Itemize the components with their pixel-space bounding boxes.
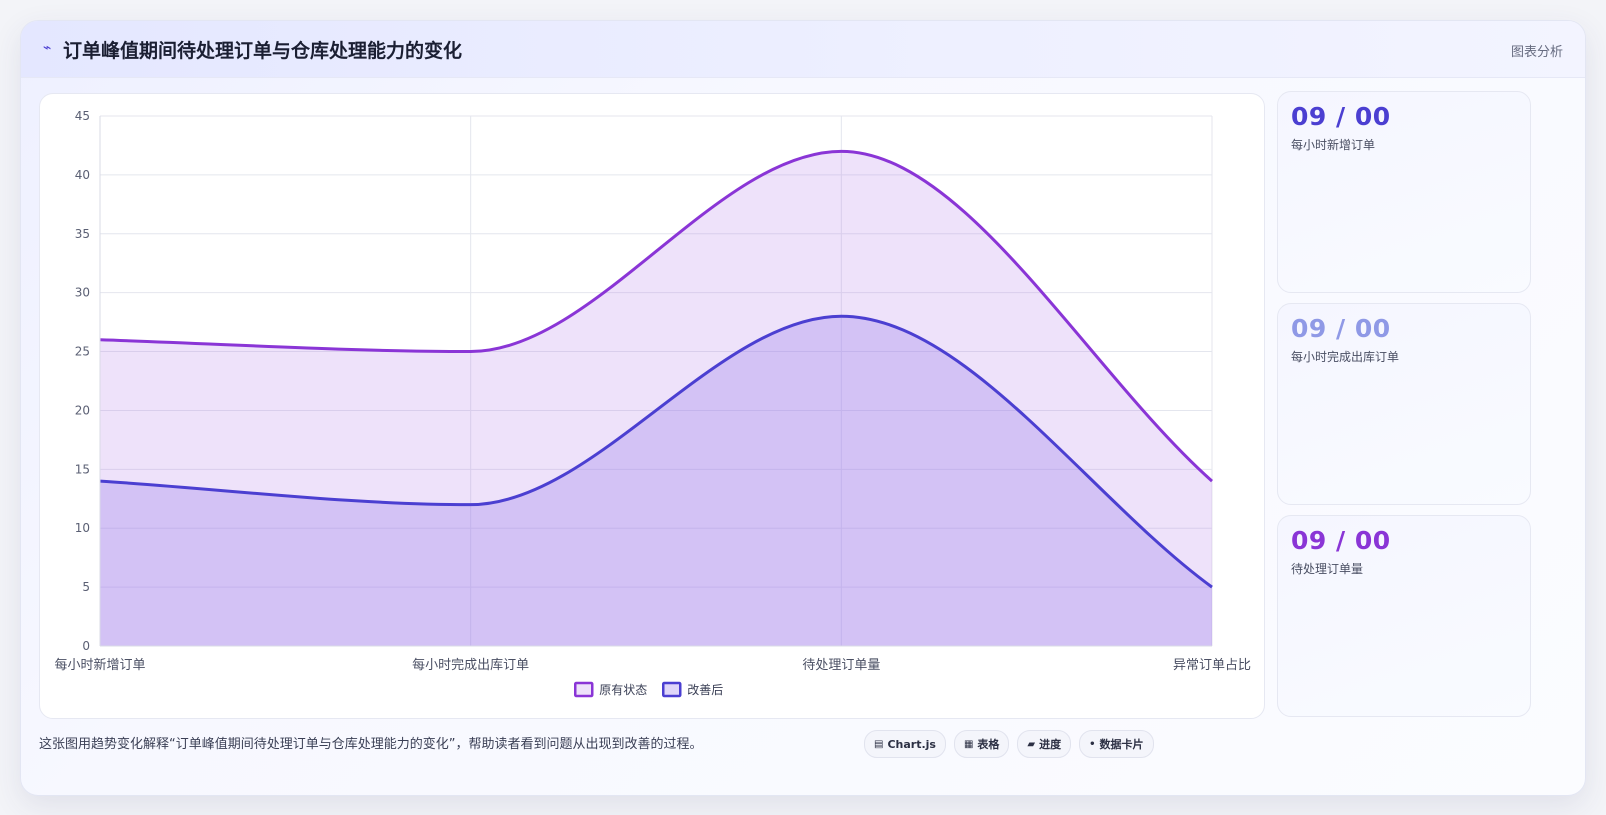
y-tick-label: 40 [75,168,90,182]
progress-icon: ▰ [1027,738,1036,750]
series-area [100,316,1212,646]
series-area [100,151,1212,647]
pill-chartjs[interactable]: ▤ Chart.js [864,730,946,758]
table-icon: ▦ [963,738,974,750]
card-header: ⌁ 订单峰值期间待处理订单与仓库处理能力的变化 图表分析 [21,21,1585,78]
legend-swatch [662,681,682,698]
y-tick-label: 45 [75,109,90,123]
y-tick-label: 30 [75,286,90,300]
y-tick-label: 10 [75,521,90,535]
x-tick-label: 异常订单占比 [1173,658,1251,673]
x-tick-label: 待处理订单量 [802,658,880,673]
stat-card-pending-orders: 09 / 00 待处理订单量 [1277,515,1531,717]
chart-card: ⌁ 订单峰值期间待处理订单与仓库处理能力的变化 图表分析 0 5 10 15 20 25 3… [20,20,1586,796]
chart-description: 这张图用趋势变化解释“订单峰值期间待处理订单与仓库处理能力的变化”，帮助读者看到… [39,737,703,752]
area-chart: 0 5 10 15 20 25 30 35 40 45 每小时新增订单 每小时完成出库订单 待处理订单量… [54,109,1251,698]
page-title: 订单峰值期间待处理订单与仓库处理能力的变化 [63,40,463,62]
y-tick-label: 25 [75,345,90,359]
stat-value: 09 / 00 [1291,102,1391,131]
y-tick-label: 0 [82,639,90,653]
stat-label: 每小时完成出库订单 [1291,350,1400,364]
legend-label: 原有状态 [599,683,647,697]
stat-label: 待处理订单量 [1291,562,1364,576]
legend-swatch [574,681,594,698]
pill-label: 表格 [977,738,1000,751]
stat-label: 每小时新增订单 [1291,138,1376,152]
chart-analysis-tag: 图表分析 [1510,45,1563,60]
pill-table[interactable]: ▦ 表格 [953,730,1010,758]
x-tick-label: 每小时新增订单 [54,657,145,673]
stat-value: 09 / 00 [1291,526,1391,555]
card-icon: • [1089,738,1096,750]
chart-panel: 0 5 10 15 20 25 30 35 40 45 每小时新增订单 每小时完成出库订单 待处理订单量… [39,93,1265,719]
legend-label: 改善后 [687,682,723,697]
pill-progress[interactable]: ▰ 进度 [1017,730,1072,758]
y-tick-label: 20 [75,403,90,417]
pill-label: Chart.js [887,737,936,751]
tech-pill-group: ▤ Chart.js ▦ 表格 ▰ 进度 • 数据卡片 [864,730,1154,758]
y-tick-label: 5 [82,580,90,594]
stat-value: 09 / 00 [1291,314,1391,343]
series-line [99,314,1213,589]
y-tick-label: 35 [75,227,90,241]
series-line [99,149,1213,483]
y-tick-label: 15 [75,462,90,476]
pill-label: 进度 [1039,738,1062,751]
x-tick-label: 每小时完成出库订单 [412,657,529,673]
stat-card-completed-orders: 09 / 00 每小时完成出库订单 [1277,303,1531,505]
trend-line-icon: ⌁ [43,40,52,56]
stat-card-new-orders: 09 / 00 每小时新增订单 [1277,91,1531,293]
pill-data-card[interactable]: • 数据卡片 [1079,730,1154,758]
chart-icon: ▤ [874,738,884,750]
pill-label: 数据卡片 [1099,738,1144,751]
